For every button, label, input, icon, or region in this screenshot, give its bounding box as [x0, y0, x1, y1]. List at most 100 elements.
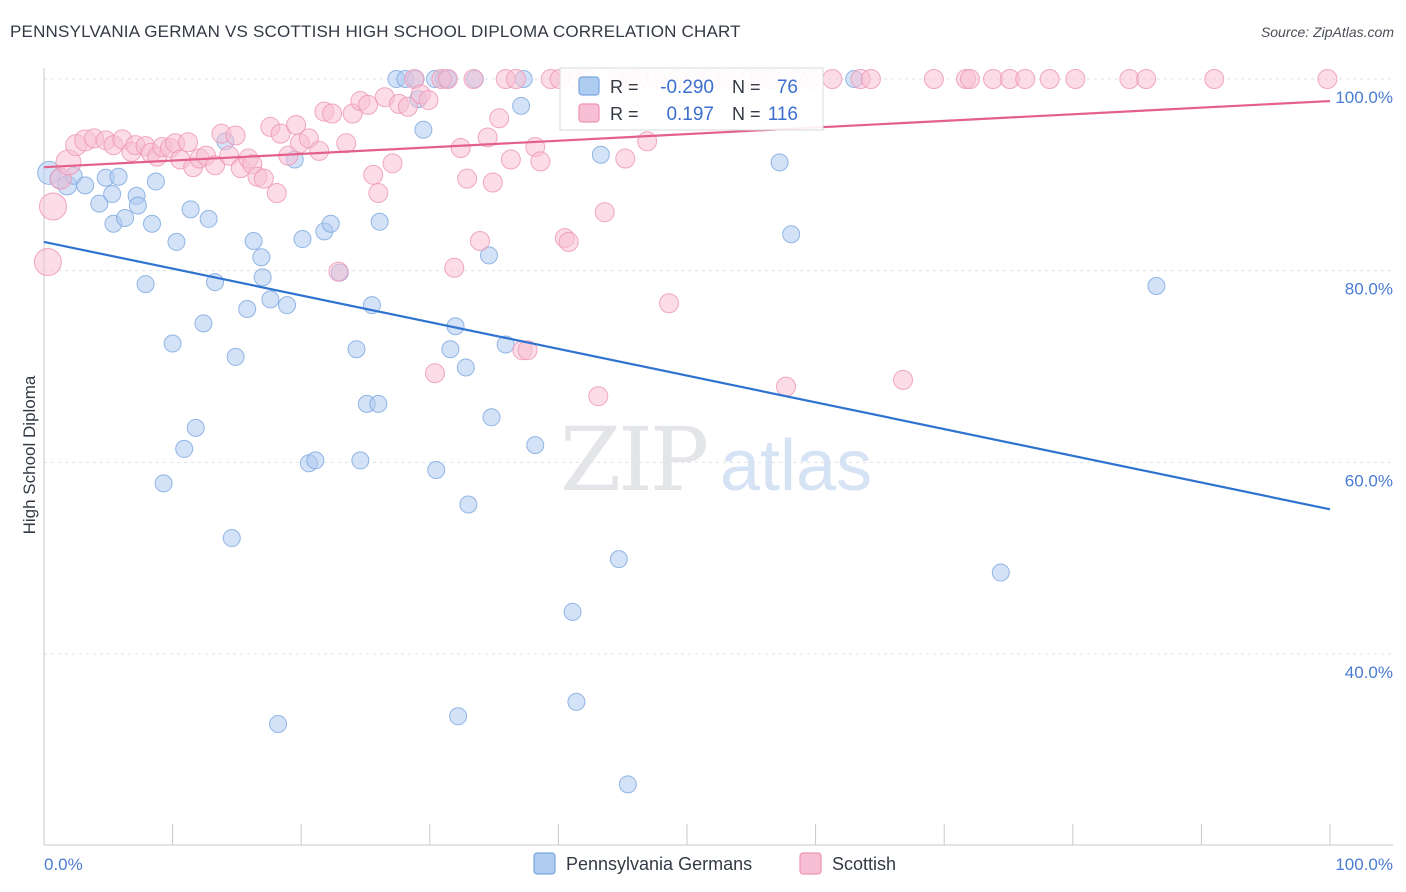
point-scottish: [1015, 69, 1036, 89]
point-pennsylvania-germans: [269, 714, 288, 733]
point-pennsylvania-germans: [496, 335, 515, 354]
point-scottish: [637, 131, 658, 152]
point-scottish: [397, 96, 418, 117]
stats-r-label-pink: R =: [610, 104, 639, 124]
point-pennsylvania-germans: [278, 296, 297, 315]
point-pennsylvania-germans: [414, 120, 433, 139]
point-scottish: [776, 376, 797, 397]
point-scottish: [1204, 69, 1225, 89]
point-scottish: [328, 261, 349, 282]
point-scottish: [270, 123, 291, 144]
trend-line-scottish: [43, 99, 1331, 169]
point-pennsylvania-germans: [76, 176, 95, 195]
point-scottish: [39, 192, 68, 221]
legend: Pennsylvania Germans Scottish: [533, 852, 896, 875]
point-scottish: [469, 230, 490, 251]
point-scottish: [418, 90, 439, 111]
point-pennsylvania-germans: [252, 248, 271, 267]
trend-line-pennsylvania-germans: [43, 240, 1331, 511]
y-tick-labels: 100.0% 80.0% 60.0% 40.0%: [1335, 88, 1393, 682]
point-pennsylvania-germans: [526, 436, 545, 455]
point-pennsylvania-germans: [441, 340, 460, 359]
point-pennsylvania-germans: [482, 408, 501, 427]
point-scottish: [424, 363, 445, 384]
point-pennsylvania-germans: [116, 208, 135, 227]
axes-layer: [43, 68, 1393, 846]
point-pennsylvania-germans: [154, 474, 173, 493]
stats-n-value-pink: 116: [768, 104, 798, 125]
point-scottish: [358, 94, 379, 115]
point-pennsylvania-germans: [181, 200, 200, 219]
point-pennsylvania-germans: [226, 347, 245, 366]
point-scottish: [558, 231, 579, 252]
point-scottish: [463, 69, 484, 89]
point-pennsylvania-germans: [770, 153, 789, 172]
point-pennsylvania-germans: [591, 145, 610, 164]
series-scottish: [33, 69, 1338, 407]
stats-n-label-blue: N =: [732, 77, 761, 97]
point-pennsylvania-germans: [222, 529, 241, 548]
point-pennsylvania-germans: [991, 563, 1010, 582]
point-pennsylvania-germans: [351, 451, 370, 470]
y-tick-label-40: 40.0%: [1345, 663, 1393, 682]
point-pennsylvania-germans: [163, 334, 182, 353]
point-scottish: [530, 151, 551, 172]
watermark: ZIP atlas: [560, 408, 872, 511]
point-scottish: [983, 69, 1004, 89]
point-scottish: [482, 172, 503, 193]
point-pennsylvania-germans: [103, 185, 122, 203]
stats-r-value-blue: -0.290: [660, 77, 714, 98]
legend-swatch-scottish: [799, 852, 822, 875]
point-pennsylvania-germans: [90, 194, 109, 213]
watermark-atlas: atlas: [720, 426, 872, 506]
point-scottish: [33, 248, 62, 277]
point-pennsylvania-germans: [261, 290, 280, 309]
points-layer: [33, 69, 1338, 794]
point-pennsylvania-germans: [347, 340, 366, 359]
stats-r-value-pink: 0.197: [666, 104, 714, 125]
point-pennsylvania-germans: [369, 394, 388, 413]
point-scottish: [363, 164, 384, 185]
point-pennsylvania-germans: [175, 439, 194, 458]
x-tick-labels: 0.0% 100.0%: [44, 855, 1393, 874]
point-pennsylvania-germans: [609, 550, 628, 569]
point-scottish: [489, 108, 510, 129]
point-pennsylvania-germans: [128, 196, 147, 215]
point-scottish: [1065, 69, 1086, 89]
point-scottish: [505, 69, 526, 89]
y-axis-label: High School Diploma: [20, 375, 39, 534]
point-pennsylvania-germans: [782, 225, 801, 244]
stats-box-frame: [559, 67, 824, 131]
point-pennsylvania-germans: [143, 214, 162, 233]
watermark-zip: ZIP: [560, 408, 707, 511]
point-scottish: [322, 103, 343, 124]
point-pennsylvania-germans: [293, 230, 312, 249]
point-scottish: [219, 145, 240, 166]
point-scottish: [923, 69, 944, 89]
stats-swatch-blue: [578, 76, 600, 96]
point-pennsylvania-germans: [186, 418, 205, 437]
point-scottish: [615, 148, 636, 169]
point-pennsylvania-germans: [567, 692, 586, 711]
point-pennsylvania-germans: [370, 212, 389, 231]
point-pennsylvania-germans: [194, 314, 213, 333]
point-pennsylvania-germans: [146, 172, 165, 191]
point-scottish: [1136, 69, 1157, 89]
point-pennsylvania-germans: [199, 209, 218, 228]
point-scottish: [368, 183, 389, 204]
point-scottish: [336, 133, 357, 154]
point-scottish: [477, 127, 498, 148]
point-scottish: [178, 132, 199, 153]
point-scottish: [205, 155, 226, 176]
point-scottish: [1317, 69, 1338, 89]
chart-title: PENNSYLVANIA GERMAN VS SCOTTISH HIGH SCH…: [10, 22, 741, 41]
point-pennsylvania-germans: [109, 167, 128, 186]
point-scottish: [860, 69, 881, 89]
point-scottish: [382, 153, 403, 174]
point-scottish: [594, 202, 615, 223]
point-scottish: [444, 257, 465, 278]
source-credit: Source: ZipAtlas.com: [1260, 24, 1394, 40]
stats-r-label-blue: R =: [610, 77, 639, 97]
point-pennsylvania-germans: [479, 246, 498, 265]
legend-swatch-pennsylvania-germans: [533, 852, 556, 875]
